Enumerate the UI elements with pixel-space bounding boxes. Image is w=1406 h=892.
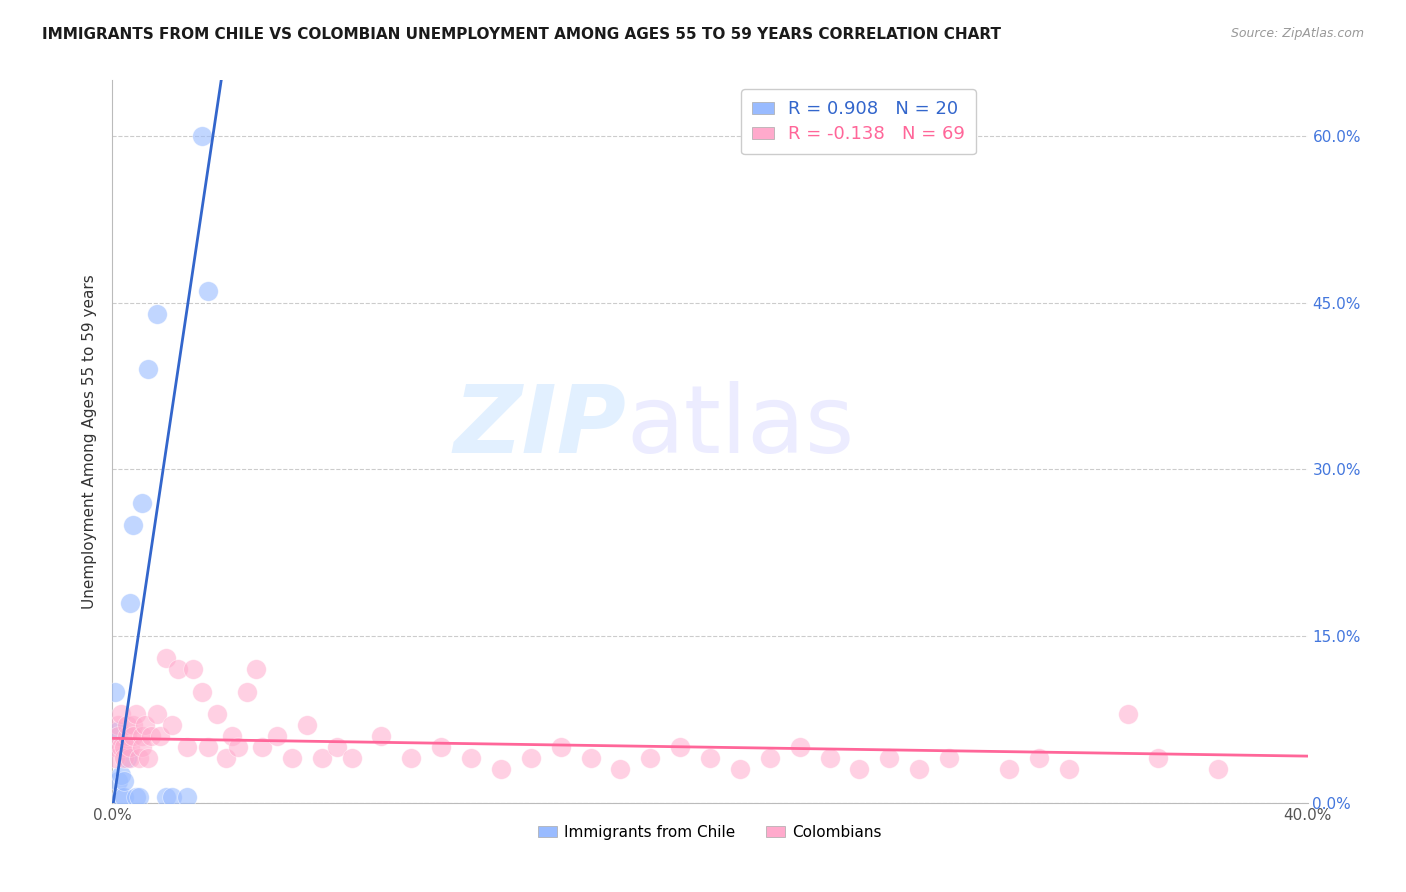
Point	[131, 740, 153, 755]
Point	[134, 718, 156, 732]
Point	[110, 768, 132, 782]
Point	[155, 651, 177, 665]
Point	[325, 740, 347, 755]
Text: ZIP: ZIP	[454, 381, 627, 473]
Point	[146, 706, 169, 721]
Y-axis label: Unemployment Among Ages 55 to 59 years: Unemployment Among Ages 55 to 59 years	[82, 274, 97, 609]
Point	[120, 596, 142, 610]
Point	[138, 362, 160, 376]
Point	[281, 751, 304, 765]
Point	[117, 751, 139, 765]
Point	[236, 684, 259, 698]
Point	[141, 729, 163, 743]
Text: Source: ZipAtlas.com: Source: ZipAtlas.com	[1230, 27, 1364, 40]
Point	[110, 740, 132, 755]
Point	[1147, 751, 1170, 765]
Point	[998, 763, 1021, 777]
Text: IMMIGRANTS FROM CHILE VS COLOMBIAN UNEMPLOYMENT AMONG AGES 55 TO 59 YEARS CORREL: IMMIGRANTS FROM CHILE VS COLOMBIAN UNEMP…	[42, 27, 1001, 42]
Point	[120, 740, 142, 755]
Point	[1057, 763, 1080, 777]
Point	[609, 763, 631, 777]
Point	[197, 740, 219, 755]
Point	[191, 128, 214, 143]
Point	[176, 740, 198, 755]
Point	[295, 718, 318, 732]
Point	[107, 723, 129, 738]
Point	[131, 496, 153, 510]
Point	[489, 763, 512, 777]
Point	[104, 740, 127, 755]
Point	[340, 751, 363, 765]
Point	[162, 718, 183, 732]
Point	[128, 790, 150, 805]
Point	[266, 729, 288, 743]
Point	[789, 740, 811, 755]
Point	[125, 790, 148, 805]
Point	[1206, 763, 1229, 777]
Point	[104, 684, 127, 698]
Point	[221, 729, 243, 743]
Point	[114, 740, 135, 755]
Point	[125, 706, 148, 721]
Point	[460, 751, 482, 765]
Point	[938, 751, 960, 765]
Point	[104, 751, 127, 765]
Legend: Immigrants from Chile, Colombians: Immigrants from Chile, Colombians	[533, 819, 887, 846]
Point	[191, 684, 214, 698]
Point	[1118, 706, 1140, 721]
Point	[215, 751, 238, 765]
Point	[122, 517, 145, 532]
Point	[205, 706, 228, 721]
Point	[245, 662, 267, 676]
Point	[370, 729, 392, 743]
Point	[197, 285, 219, 299]
Point	[167, 662, 190, 676]
Point	[155, 790, 177, 805]
Point	[114, 751, 135, 765]
Point	[1028, 751, 1050, 765]
Point	[162, 790, 183, 805]
Point	[114, 773, 135, 788]
Text: atlas: atlas	[627, 381, 855, 473]
Point	[520, 751, 543, 765]
Point	[430, 740, 453, 755]
Point	[550, 740, 572, 755]
Point	[114, 790, 135, 805]
Point	[110, 790, 132, 805]
Point	[131, 729, 153, 743]
Point	[122, 718, 145, 732]
Point	[117, 729, 139, 743]
Point	[669, 740, 692, 755]
Point	[110, 706, 132, 721]
Point	[311, 751, 333, 765]
Point	[401, 751, 423, 765]
Point	[818, 751, 841, 765]
Point	[176, 790, 198, 805]
Point	[149, 729, 172, 743]
Point	[879, 751, 901, 765]
Point	[640, 751, 662, 765]
Point	[759, 751, 782, 765]
Point	[699, 751, 721, 765]
Point	[908, 763, 931, 777]
Point	[120, 751, 142, 765]
Point	[107, 718, 129, 732]
Point	[146, 307, 169, 321]
Point	[107, 773, 129, 788]
Point	[250, 740, 273, 755]
Point	[728, 763, 751, 777]
Point	[181, 662, 204, 676]
Point	[848, 763, 870, 777]
Point	[107, 729, 129, 743]
Point	[117, 718, 139, 732]
Point	[138, 751, 160, 765]
Point	[579, 751, 602, 765]
Point	[226, 740, 249, 755]
Point	[128, 751, 150, 765]
Point	[122, 729, 145, 743]
